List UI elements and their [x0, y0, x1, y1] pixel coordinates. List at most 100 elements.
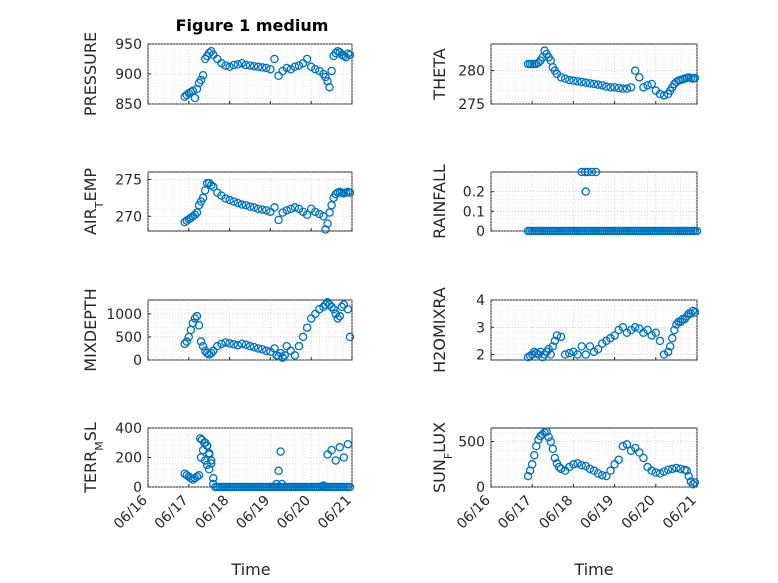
data-point: [323, 219, 332, 228]
data-point: [688, 480, 698, 489]
data-point: [282, 63, 291, 73]
data-point: [345, 188, 355, 197]
data-point: [204, 465, 214, 474]
data-point: [229, 60, 238, 70]
data-point: [290, 351, 300, 360]
plot-frame: [490, 43, 698, 105]
data-point: [331, 189, 340, 199]
y-tick-label: 0.2: [463, 185, 485, 201]
y-axis-label: MIXDEPTH: [81, 288, 100, 371]
data-point: [331, 309, 340, 319]
data-point: [190, 93, 200, 103]
data-point: [209, 182, 218, 191]
data-point: [565, 75, 574, 85]
data-point: [682, 466, 691, 475]
data-point: [565, 348, 574, 358]
data-point: [331, 456, 340, 465]
data-point: [302, 323, 312, 332]
data-point: [655, 89, 665, 99]
data-point: [626, 83, 636, 92]
data-point: [668, 333, 677, 343]
subplot-mixdepth: 0 500 1000 MIXDEPTH: [81, 288, 355, 372]
data-point: [225, 62, 234, 72]
data-point: [643, 81, 652, 90]
y-tick-label: 200: [115, 451, 142, 467]
data-point: [229, 340, 238, 349]
data-point: [345, 50, 355, 60]
y-tick-label: 850: [115, 97, 142, 113]
data-point: [606, 466, 615, 475]
data-point: [333, 314, 342, 323]
data-point: [202, 460, 212, 470]
data-point: [622, 84, 632, 93]
data-point: [690, 308, 700, 317]
data-point: [690, 478, 700, 487]
data-point: [249, 203, 259, 212]
data-point: [233, 198, 243, 208]
y-tick-label: 500: [458, 435, 485, 451]
plot-frame: [490, 171, 698, 232]
data-point: [668, 464, 677, 474]
data-point: [290, 203, 300, 212]
data-point: [221, 338, 230, 347]
data-point: [245, 61, 255, 70]
data-point: [315, 209, 324, 219]
data-point: [249, 61, 259, 71]
data-point: [665, 342, 675, 351]
subplot-rainfall: 0 0.1 0.2 RAINFALL: [430, 164, 702, 240]
data-point: [262, 63, 271, 73]
data-point: [647, 466, 656, 475]
data-point: [278, 208, 287, 217]
data-point: [560, 74, 570, 83]
data-point: [618, 84, 628, 93]
data-point: [630, 323, 640, 332]
y-tick-label: 3: [476, 320, 485, 336]
data-point: [190, 210, 200, 220]
data-point: [321, 72, 330, 82]
data-point: [241, 200, 251, 210]
data-point: [327, 66, 336, 76]
data-point: [663, 465, 673, 475]
data-point: [196, 337, 206, 346]
data-point: [339, 453, 349, 462]
data-point: [253, 344, 263, 353]
data-point: [651, 468, 661, 477]
x-tick-label: 06/21: [315, 493, 355, 533]
y-tick-label: 275: [115, 172, 142, 188]
data-point: [560, 350, 570, 359]
y-tick-label: 400: [115, 421, 142, 437]
subplot-air-temp: 270 275 AIRTEMP: [81, 168, 355, 235]
data-point: [573, 459, 582, 468]
data-point: [206, 459, 216, 468]
data-point: [573, 350, 582, 359]
data-point: [204, 48, 214, 58]
data-point: [583, 167, 593, 177]
data-point: [581, 187, 591, 196]
data-point: [182, 337, 192, 346]
data-point: [581, 78, 591, 87]
x-tick-label: 06/20: [619, 493, 659, 533]
data-point: [606, 83, 615, 92]
data-point: [245, 341, 255, 351]
data-point: [270, 203, 279, 212]
y-tick-label: 2: [476, 348, 485, 364]
data-point: [262, 206, 271, 215]
data-point: [272, 479, 281, 489]
data-point: [659, 467, 669, 476]
subplot-theta: 275 280 THETA: [430, 43, 700, 113]
y-axis-label: RAINFALL: [430, 164, 449, 239]
data-point: [577, 460, 586, 470]
x-axis-label-right: Time: [573, 560, 613, 579]
data-point: [225, 195, 234, 205]
data-point: [253, 62, 263, 72]
data-point: [217, 58, 226, 68]
data-point: [556, 332, 566, 342]
data-point: [253, 204, 263, 214]
data-point: [257, 63, 267, 72]
x-tick-label: 06/17: [495, 493, 535, 533]
data-point: [319, 481, 328, 490]
data-point: [593, 80, 603, 89]
y-tick-label: 950: [115, 37, 142, 53]
data-point: [585, 79, 595, 88]
data-point: [192, 208, 202, 217]
